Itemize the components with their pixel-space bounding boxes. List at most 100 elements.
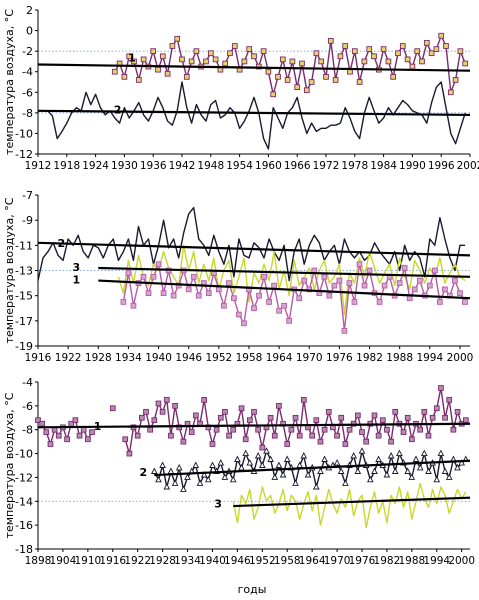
data-point: [350, 452, 358, 459]
data-point: [381, 282, 388, 289]
x-tick-label: 1898: [25, 555, 52, 567]
trend-line-3: [98, 266, 471, 278]
data-point: [346, 426, 353, 433]
data-point: [43, 429, 50, 435]
data-point: [179, 56, 185, 63]
x-tick-label: 1934: [174, 555, 201, 567]
y-tick-label: -17: [15, 315, 33, 328]
data-point: [231, 295, 237, 302]
data-point: [404, 414, 411, 421]
data-point: [258, 461, 266, 468]
data-point: [135, 77, 142, 83]
data-point: [126, 53, 133, 60]
data-point: [462, 60, 469, 67]
trend-line-1: [98, 279, 471, 300]
data-point: [337, 53, 344, 60]
data-point: [284, 441, 291, 447]
data-point: [155, 66, 161, 73]
y-tick-label: -9: [22, 214, 33, 227]
x-tick-label: 1940: [145, 352, 172, 364]
trend-line-2: [154, 459, 471, 477]
x-tick-label: 1970: [296, 352, 323, 364]
data-point: [111, 68, 118, 75]
data-point: [412, 455, 420, 462]
data-point: [209, 461, 216, 468]
data-point: [188, 58, 195, 65]
data-point: [420, 449, 428, 457]
y-tick-label: -6: [22, 86, 33, 99]
data-point: [301, 277, 308, 284]
data-point: [242, 449, 250, 457]
data-point: [409, 63, 416, 70]
x-tick-label: 1964: [299, 555, 326, 567]
data-point: [450, 426, 457, 433]
data-point: [336, 277, 343, 284]
data-point: [147, 426, 154, 433]
data-point: [309, 432, 316, 439]
x-tick-label: 2000: [447, 352, 474, 364]
data-point: [276, 403, 282, 409]
data-point: [227, 50, 233, 57]
data-point: [259, 444, 266, 451]
x-tick-label: 1936: [140, 160, 167, 172]
data-point: [327, 38, 334, 44]
data-point: [438, 32, 445, 39]
data-point: [338, 414, 345, 421]
data-point: [296, 295, 303, 302]
data-point: [192, 461, 200, 468]
data-point: [326, 292, 333, 299]
data-point: [251, 305, 257, 312]
data-point: [399, 43, 406, 49]
data-point: [226, 280, 232, 286]
data-point: [241, 58, 248, 65]
data-point: [150, 467, 158, 474]
data-point: [271, 473, 279, 480]
data-point: [433, 405, 440, 412]
data-point: [155, 261, 162, 268]
x-tick-label: 1922: [124, 555, 151, 567]
data-point: [286, 317, 293, 324]
x-tick-label: 2002: [457, 160, 479, 172]
data-point: [416, 277, 423, 284]
data-point: [404, 467, 412, 474]
data-point: [292, 414, 299, 421]
data-point: [300, 397, 307, 403]
data-point: [388, 438, 394, 445]
data-point: [442, 286, 448, 293]
data-point: [356, 261, 363, 268]
data-point: [150, 273, 157, 280]
data-point: [275, 74, 281, 80]
data-point: [289, 58, 296, 65]
data-point: [263, 447, 270, 454]
data-point: [64, 436, 70, 443]
data-point: [122, 436, 129, 443]
y-tick-label: -12: [15, 471, 33, 484]
series-label-1: 1: [94, 420, 102, 433]
series-label-2: 2: [114, 104, 122, 117]
y-tick-label: 0: [26, 25, 33, 38]
data-point: [279, 471, 287, 478]
data-point: [234, 455, 241, 462]
data-point: [300, 452, 308, 459]
data-point: [380, 46, 387, 52]
data-point: [366, 46, 373, 52]
data-point: [209, 441, 216, 447]
data-point: [334, 432, 340, 439]
data-point: [169, 43, 176, 49]
data-point: [342, 479, 349, 486]
data-point: [125, 270, 132, 276]
data-point: [275, 461, 283, 468]
y-tick-label: -11: [15, 239, 33, 252]
data-point: [371, 467, 378, 474]
data-point: [288, 426, 295, 433]
x-tick-label: 1970: [324, 555, 351, 567]
data-point: [185, 286, 192, 293]
series-1: [111, 32, 469, 98]
y-tick-label: -15: [15, 290, 33, 303]
data-point: [433, 475, 441, 483]
y-tick-label: -16: [15, 519, 33, 532]
data-point: [401, 265, 408, 271]
data-point: [452, 277, 458, 284]
data-point: [246, 459, 254, 466]
data-point: [213, 426, 220, 433]
